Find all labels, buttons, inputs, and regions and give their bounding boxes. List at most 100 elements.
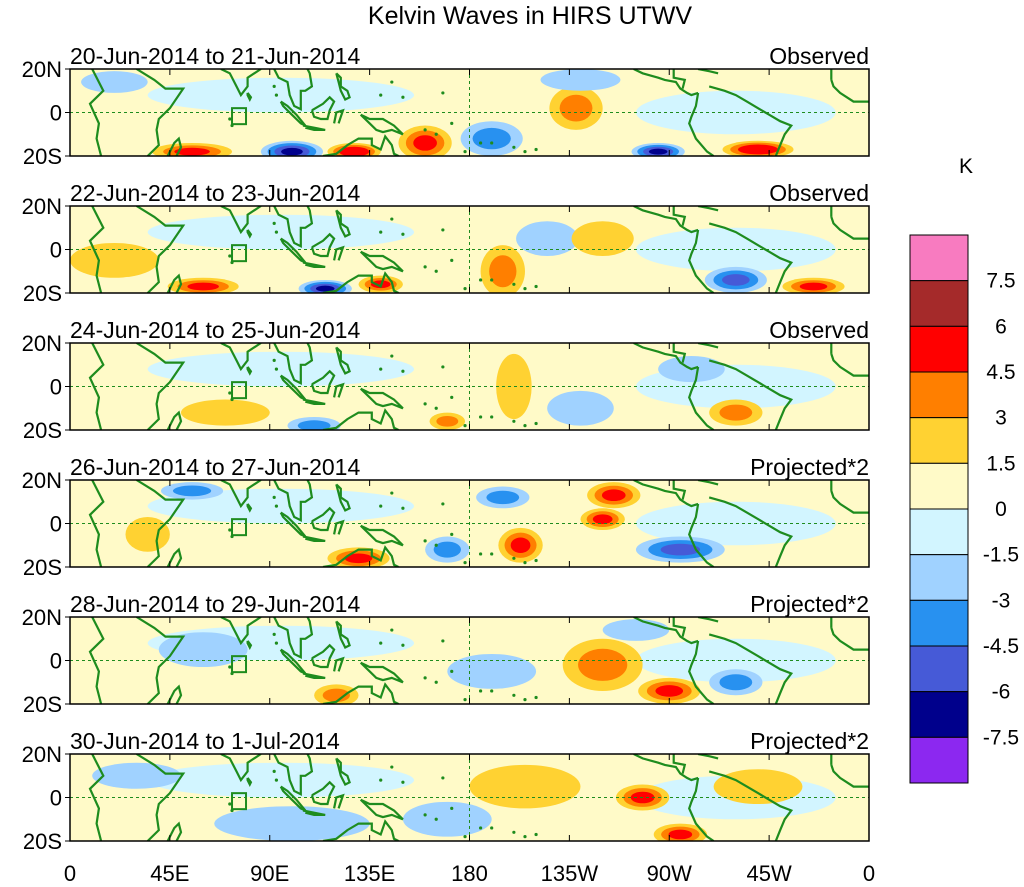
coastline	[88, 617, 105, 704]
field-contour	[147, 77, 415, 113]
field-contour	[147, 351, 415, 387]
coastline	[279, 648, 307, 675]
colorbar-swatch	[909, 599, 969, 647]
coastline	[633, 480, 699, 508]
coastline	[708, 496, 794, 567]
island	[478, 552, 483, 556]
contour-positive	[559, 94, 593, 122]
coastline	[672, 206, 687, 226]
coastline	[830, 353, 869, 377]
island	[390, 765, 394, 769]
y-tick-label: 0	[50, 649, 62, 674]
coastline	[273, 206, 314, 248]
coastline	[335, 209, 351, 238]
panel-5: 20N 0 20S 28-Jun-2014 to 29-Jun-2014 Project…	[22, 591, 870, 717]
island	[379, 93, 383, 97]
coastline	[310, 780, 336, 806]
island	[523, 150, 527, 154]
coastline	[322, 819, 399, 841]
contour-negative	[297, 420, 331, 430]
contour-positive	[344, 553, 373, 564]
y-tick-label: 0	[50, 512, 62, 537]
coastline	[302, 261, 326, 268]
contour-positive	[180, 399, 270, 426]
coastline	[335, 72, 351, 101]
coastline	[220, 754, 262, 783]
contour-negative	[722, 274, 750, 286]
contour-negative	[602, 619, 670, 641]
colorbar-swatch	[909, 508, 969, 556]
coastline	[246, 229, 253, 239]
coastline	[322, 134, 399, 156]
coastline	[333, 108, 345, 124]
coastline	[136, 69, 186, 156]
contour-positive	[174, 147, 210, 156]
island	[401, 95, 405, 99]
colorbar-swatch	[909, 645, 969, 693]
x-tick-label: 45E	[150, 861, 189, 886]
region-box	[231, 244, 248, 263]
island	[272, 358, 276, 362]
island	[423, 128, 427, 132]
coastline	[688, 366, 715, 430]
contour-negative	[648, 148, 668, 155]
island	[490, 141, 494, 145]
colorbar-tick-label: 4.5	[986, 361, 1015, 384]
panel-2: 20N 0 20S 22-Jun-2014 to 23-Jun-2014 Observe…	[22, 180, 870, 306]
island	[228, 391, 232, 395]
coastline	[359, 524, 404, 547]
x-tick-label: 135W	[541, 861, 599, 886]
island	[450, 395, 454, 399]
contour-negative	[540, 69, 621, 91]
island	[228, 528, 232, 532]
island	[463, 835, 467, 839]
island	[379, 778, 383, 782]
colorbar-tick-label: 7.5	[986, 270, 1015, 293]
coastline	[335, 620, 351, 649]
coastline	[302, 124, 326, 131]
island	[272, 632, 276, 637]
coastline	[688, 229, 715, 293]
coastline	[830, 79, 869, 103]
contour-positive	[70, 242, 159, 278]
coastline	[688, 503, 715, 567]
contour-negative	[447, 653, 537, 689]
coastline	[302, 809, 326, 816]
coastline	[830, 216, 869, 240]
island	[434, 132, 438, 136]
coastline	[672, 480, 687, 500]
contour-positive	[655, 685, 684, 697]
coastline	[220, 343, 262, 372]
panel-label: Observed	[769, 43, 869, 69]
panel-date-range: 24-Jun-2014 to 25-Jun-2014	[70, 317, 360, 343]
coastline	[359, 250, 404, 273]
coastline	[310, 95, 336, 121]
coastline	[246, 92, 253, 102]
panel-4: 20N 0 20S 26-Jun-2014 to 27-Jun-2014 Project…	[22, 454, 870, 580]
coastline	[166, 547, 183, 567]
island	[423, 402, 427, 406]
y-tick-label: 0	[50, 786, 62, 811]
island	[534, 695, 538, 700]
panel-label: Projected*2	[750, 591, 869, 617]
island	[523, 698, 527, 702]
coastline	[310, 643, 336, 669]
coastline	[335, 346, 351, 375]
coastline	[672, 617, 687, 637]
island	[274, 504, 279, 508]
island	[272, 495, 276, 499]
colorbar-unit-label: K	[959, 155, 973, 178]
island	[401, 506, 405, 510]
island	[228, 117, 232, 121]
island	[423, 813, 427, 817]
coastline	[166, 684, 183, 704]
island	[390, 80, 394, 84]
island	[478, 826, 483, 830]
panel-3: 20N 0 20S 24-Jun-2014 to 25-Jun-2014 Observe…	[22, 317, 870, 443]
colorbar-swatch	[909, 736, 969, 784]
contour-positive	[510, 537, 531, 553]
coastline	[136, 754, 186, 841]
colorbar-swatch	[909, 280, 969, 327]
island	[450, 258, 454, 262]
island	[423, 265, 427, 269]
